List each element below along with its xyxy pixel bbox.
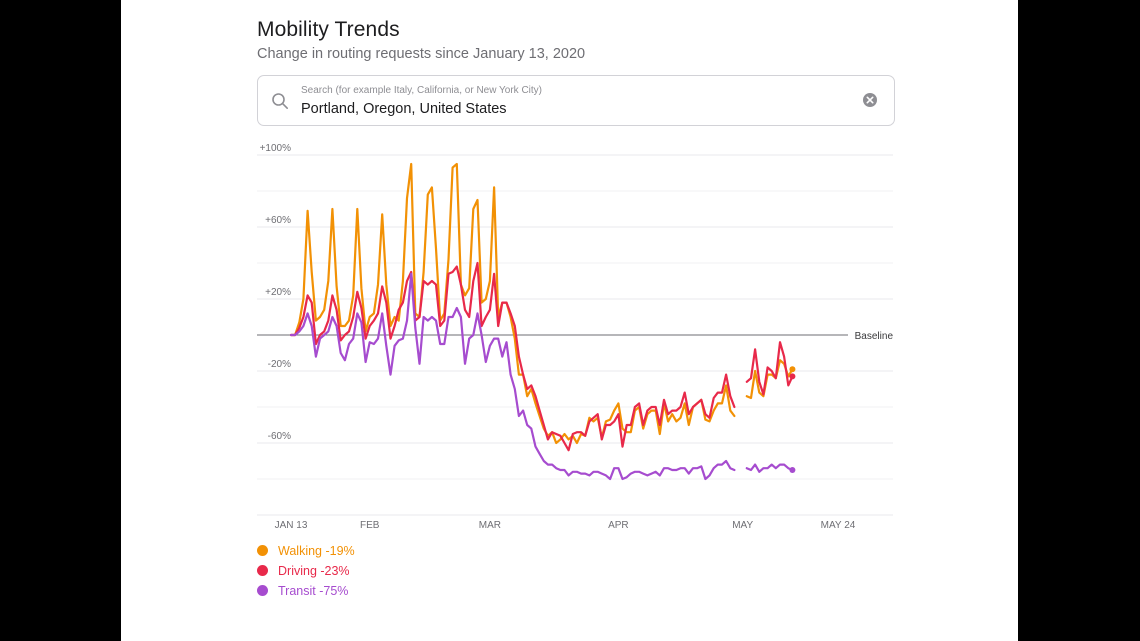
legend-label-driving: Driving -23% [278,564,350,578]
y-tick-label: +60% [265,215,291,226]
y-tick-label: -20% [268,359,291,370]
series-line-walking-0 [289,162,736,445]
legend-label-transit: Transit -75% [278,584,349,598]
mobility-chart: +100% +60% +20% -20% -60% Baseline JAN 13 FEB MA… [257,143,894,531]
search-input[interactable]: Portland, Oregon, United States [301,101,507,117]
legend-label-walking: Walking -19% [278,544,355,558]
x-tick-label: APR [608,520,629,531]
clear-icon[interactable] [862,92,878,108]
x-tick-label: FEB [360,520,380,531]
legend-dot-transit [257,585,268,596]
baseline-label: Baseline [855,331,894,342]
series-line-driving-1 [745,341,794,396]
series-line-transit-1 [745,463,794,473]
legend-dot-walking [257,545,268,556]
y-tick-label: +100% [260,143,292,154]
legend-dot-driving [257,565,268,576]
page-title: Mobility Trends [257,18,400,41]
search-icon [272,93,289,110]
series-end-point-walking [789,366,796,373]
y-tick-label: +20% [265,287,291,298]
x-tick-label: MAY [732,520,753,531]
y-tick-label: -60% [268,431,291,442]
x-tick-label: MAY 24 [821,520,856,531]
search-box[interactable]: Search (for example Italy, California, o… [257,75,895,126]
chart-panel: Mobility Trends Change in routing reques… [121,0,1018,641]
series-line-driving-0 [289,261,736,452]
series-end-point-driving [789,373,796,380]
x-tick-label: JAN 13 [275,520,308,531]
x-tick-label: MAR [479,520,501,531]
page-subtitle: Change in routing requests since January… [257,46,586,62]
series-line-transit-0 [289,272,736,481]
search-placeholder: Search (for example Italy, California, o… [301,85,543,96]
series-end-point-transit [789,467,796,473]
